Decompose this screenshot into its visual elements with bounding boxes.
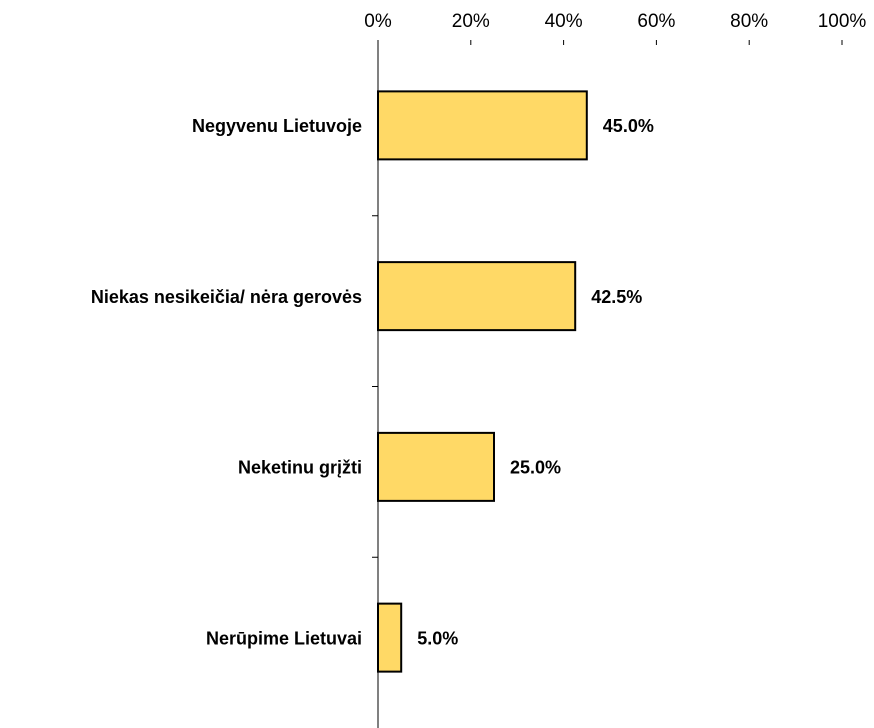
value-label: 5.0% [417,628,458,648]
category-label: Neketinu grįžti [238,458,362,478]
x-tick-label: 80% [730,11,768,32]
x-tick-label: 60% [637,11,675,32]
value-label: 25.0% [510,458,561,478]
x-tick-label: 100% [818,11,867,32]
bar [377,602,403,673]
bar [377,261,577,332]
x-tick-label: 40% [545,11,583,32]
value-label: 45.0% [603,116,654,136]
category-label: Nerūpime Lietuvai [206,628,362,648]
category-label: Niekas nesikeičia/ nėra gerovės [91,287,362,307]
x-tick-label: 20% [452,11,490,32]
category-label: Negyvenu Lietuvoje [192,116,362,136]
value-label: 42.5% [591,287,642,307]
bar [377,431,495,502]
x-tick-label: 0% [364,11,392,32]
bar [377,90,588,161]
